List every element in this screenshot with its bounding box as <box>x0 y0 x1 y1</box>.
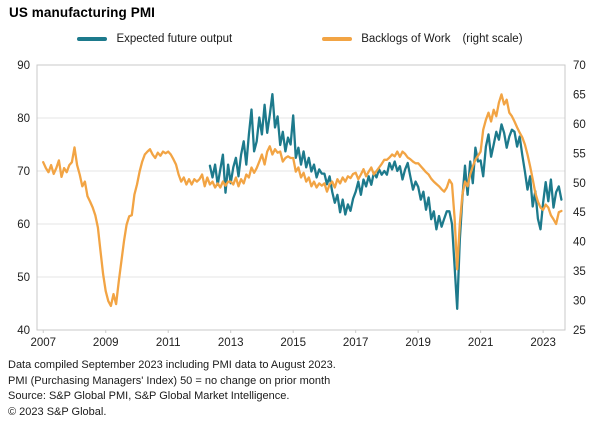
x-axis-label: 2023 <box>530 337 556 349</box>
footnote-source: Source: S&P Global PMI, S&P Global Marke… <box>8 390 290 402</box>
x-axis-label: 2009 <box>93 337 119 349</box>
y-axis-right-label: 40 <box>573 237 586 249</box>
legend-label: Expected future output <box>116 33 233 45</box>
y-axis-left-label: 90 <box>17 60 30 72</box>
legend-item-backlogs-of-work: Backlogs of Work (right scale) <box>322 33 523 45</box>
y-axis-right-label: 30 <box>573 296 586 308</box>
chart-area: 40 50 60 70 80 90 25 30 35 40 45 50 55 60 65 70 2007 2009… <box>0 56 600 353</box>
y-axis-right-label: 70 <box>573 60 586 72</box>
y-axis-left-label: 40 <box>17 325 30 337</box>
y-axis-right-label: 55 <box>573 148 586 160</box>
y-axis-right-label: 50 <box>573 178 586 190</box>
y-axis-right-label: 65 <box>573 89 586 101</box>
legend-item-expected-future-output: Expected future output <box>77 33 244 45</box>
x-axis-label: 2013 <box>218 337 244 349</box>
footnote-pmi-definition: PMI (Purchasing Managers' Index) 50 = no… <box>8 374 331 387</box>
footnote-copyright: © 2023 S&P Global. <box>8 405 107 418</box>
series-line-expected-future-output <box>208 92 563 310</box>
x-axis-label: 2017 <box>343 337 369 349</box>
x-axis-label: 2019 <box>405 337 431 349</box>
y-axis-left-label: 60 <box>17 219 30 231</box>
backlogs-of-work-swatch-icon <box>322 37 353 41</box>
expected-future-output-swatch-icon <box>77 37 108 41</box>
legend: Expected future output Backlogs of Work … <box>0 33 600 45</box>
page-title: US manufacturing PMI <box>9 5 156 20</box>
y-axis-right-label: 35 <box>573 266 586 278</box>
x-axis-label: 2015 <box>280 337 306 349</box>
plot-border <box>36 64 566 331</box>
legend-label: Backlogs of Work <box>361 33 451 45</box>
y-axis-right-label: 25 <box>573 325 586 337</box>
y-axis-right-label: 60 <box>573 119 586 131</box>
footnotes: Data compiled September 2023 including P… <box>8 358 336 420</box>
x-axis-label: 2021 <box>468 337 494 349</box>
series-line-backlogs-of-work <box>42 93 563 308</box>
legend-note: (right scale) <box>462 33 523 45</box>
y-axis-left-label: 70 <box>17 166 30 178</box>
y-axis-left-label: 80 <box>17 113 30 125</box>
x-axis-label: 2011 <box>156 337 181 349</box>
y-axis-left-label: 50 <box>17 272 30 284</box>
pmi-chart: 40 50 60 70 80 90 25 30 35 40 45 50 55 60 65 70 2007 2009… <box>17 60 586 349</box>
y-axis-right-label: 45 <box>573 207 586 219</box>
footnote-data-compiled: Data compiled September 2023 including P… <box>8 359 336 371</box>
x-axis-label: 2007 <box>30 337 56 349</box>
